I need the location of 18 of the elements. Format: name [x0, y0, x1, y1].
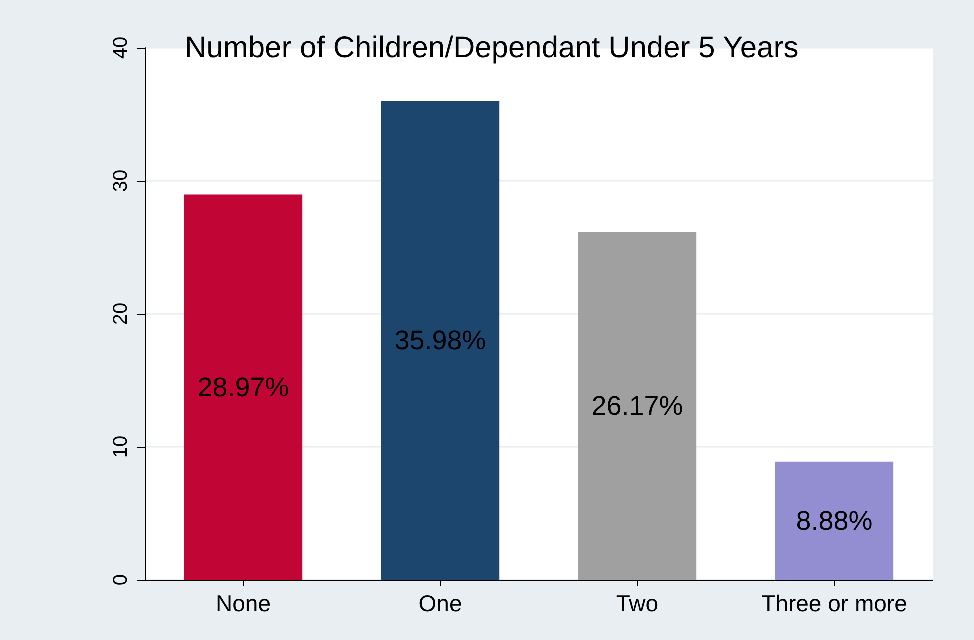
data-label: 35.98%	[394, 326, 486, 356]
x-tick-label: Three or more	[762, 590, 908, 616]
y-tick-label: 0	[110, 574, 132, 586]
data-label: 28.97%	[198, 372, 290, 402]
x-tick-label: Two	[616, 590, 659, 616]
x-tick-label: None	[216, 590, 271, 616]
x-tick-label: One	[418, 590, 462, 616]
chart-title: Number of Children/Dependant Under 5 Years	[185, 32, 799, 64]
y-tick-label: 20	[110, 302, 132, 326]
data-label: 26.17%	[592, 390, 684, 421]
y-tick-label: 10	[110, 436, 132, 458]
bar	[184, 194, 303, 580]
y-tick-label: 30	[110, 170, 132, 192]
y-tick-label: 40	[110, 36, 132, 60]
bar	[578, 232, 697, 580]
data-label: 8.88%	[796, 506, 873, 536]
bar	[381, 101, 500, 580]
bar	[775, 462, 894, 580]
